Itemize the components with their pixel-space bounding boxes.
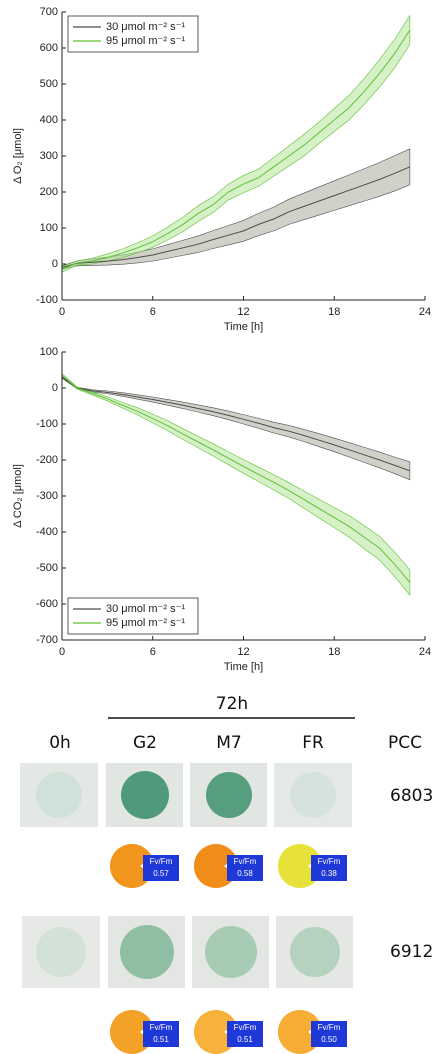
- y-tick-label: 300: [40, 150, 58, 162]
- confidence-band: [61, 372, 411, 596]
- confidence-band: [61, 148, 411, 270]
- y-tick-label: 0: [52, 258, 58, 270]
- fvfm-image: Fv/Fm 0.51: [193, 1010, 263, 1054]
- fvfm-value: 0.50: [321, 1035, 337, 1044]
- x-tick-label: 18: [328, 306, 340, 318]
- badge-label: Fv/Fm: [318, 857, 341, 866]
- x-tick-label: 0: [59, 306, 65, 318]
- series-line: [61, 375, 411, 583]
- fvfm-image: Fv/Fm 0.57: [109, 844, 179, 889]
- y-tick-label: -300: [36, 490, 58, 502]
- y-tick-label: 100: [40, 222, 58, 234]
- culture-spot: [290, 772, 336, 818]
- y-tick-label: 500: [40, 78, 58, 90]
- culture-spot: [121, 771, 169, 819]
- y-tick-label: 700: [40, 6, 58, 18]
- series-line: [61, 376, 411, 472]
- y-tick-label: 400: [40, 114, 58, 126]
- x-axis-label: Time [h]: [224, 321, 263, 333]
- strain-label: 6912: [390, 942, 433, 962]
- x-tick-label: 12: [237, 306, 249, 318]
- fvfm-value: 0.58: [237, 869, 253, 878]
- column-label: M7: [216, 733, 241, 753]
- culture-spot: [206, 772, 252, 818]
- y-tick-label: -700: [36, 634, 58, 646]
- culture-spot: [36, 927, 86, 977]
- culture-spot: [290, 927, 340, 977]
- x-tick-label: 0: [59, 646, 65, 658]
- culture-spot: [120, 925, 174, 979]
- column-label: G2: [133, 733, 157, 753]
- column-label: PCC: [388, 733, 422, 753]
- series-line: [61, 166, 411, 269]
- x-tick-label: 6: [150, 306, 156, 318]
- y-tick-label: -200: [36, 454, 58, 466]
- y-tick-label: -400: [36, 526, 58, 538]
- x-tick-label: 6: [150, 646, 156, 658]
- fvfm-image: Fv/Fm 0.50: [277, 1010, 347, 1054]
- y-tick-label: 100: [40, 346, 58, 358]
- y-axis-label: Δ CO₂ [μmol]: [12, 464, 24, 528]
- badge-label: Fv/Fm: [234, 1023, 257, 1032]
- badge-label: Fv/Fm: [150, 857, 173, 866]
- badge-label: Fv/Fm: [150, 1023, 173, 1032]
- x-tick-label: 24: [419, 646, 431, 658]
- legend-label: 30 μmol m⁻² s⁻¹: [106, 21, 185, 33]
- confidence-band: [61, 14, 411, 273]
- x-tick-label: 18: [328, 646, 340, 658]
- fvfm-value: 0.38: [321, 869, 337, 878]
- legend-label: 95 μmol m⁻² s⁻¹: [106, 35, 185, 47]
- legend-label: 95 μmol m⁻² s⁻¹: [106, 617, 185, 629]
- x-tick-label: 12: [237, 646, 249, 658]
- x-tick-label: 24: [419, 306, 431, 318]
- x-axis-label: Time [h]: [224, 661, 263, 673]
- confidence-band: [61, 375, 411, 481]
- badge-label: Fv/Fm: [318, 1023, 341, 1032]
- y-tick-label: 600: [40, 42, 58, 54]
- legend-label: 30 μmol m⁻² s⁻¹: [106, 603, 185, 615]
- y-axis-label: Δ O₂ [μmol]: [12, 128, 24, 184]
- series-line: [61, 29, 411, 270]
- culture-spot: [36, 772, 82, 818]
- column-label: 0h: [49, 733, 71, 753]
- column-label: FR: [302, 733, 324, 753]
- legend-box: [67, 597, 199, 635]
- fvfm-value: 0.57: [153, 869, 169, 878]
- strain-label: 6803: [390, 786, 433, 806]
- y-tick-label: -100: [36, 294, 58, 306]
- fvfm-image: Fv/Fm 0.58: [193, 844, 263, 889]
- y-tick-label: -100: [36, 418, 58, 430]
- fvfm-image: Fv/Fm 0.51: [109, 1010, 179, 1054]
- legend-box: [67, 15, 199, 53]
- badge-label: Fv/Fm: [234, 857, 257, 866]
- fvfm-value: 0.51: [237, 1035, 253, 1044]
- fvfm-value: 0.51: [153, 1035, 169, 1044]
- fvfm-image: Fv/Fm 0.38: [277, 844, 347, 889]
- y-tick-label: 0: [52, 382, 58, 394]
- y-tick-label: -600: [36, 598, 58, 610]
- photo-panel: 72h 0h G2 M7 FR PCC 6803 Fv/Fm 0.57 Fv/F…: [20, 694, 433, 1054]
- y-tick-label: 200: [40, 186, 58, 198]
- group-label: 72h: [216, 694, 248, 714]
- y-tick-label: -500: [36, 562, 58, 574]
- culture-spot: [205, 926, 257, 978]
